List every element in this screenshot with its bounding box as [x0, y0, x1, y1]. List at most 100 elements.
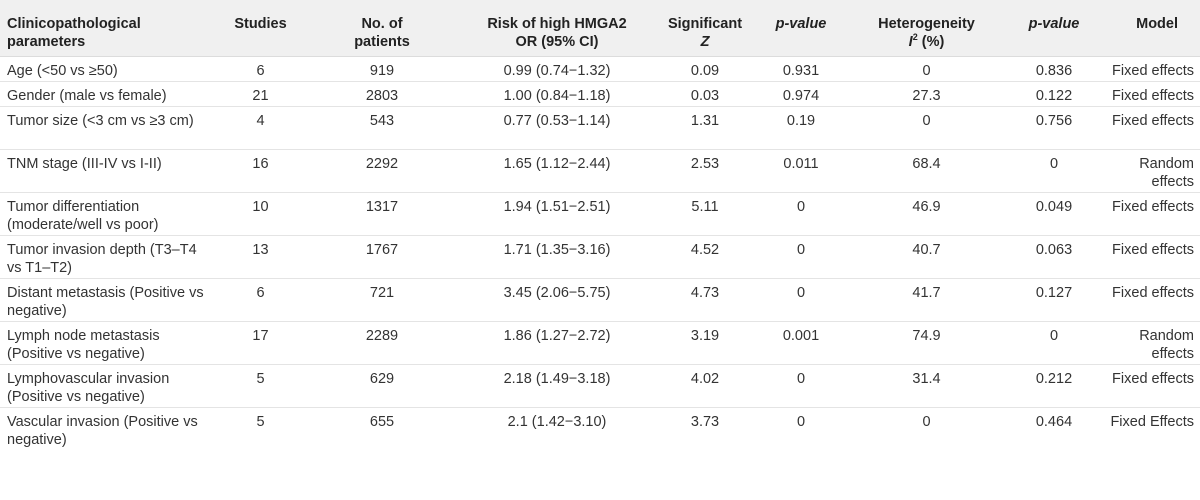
table-row: Tumor invasion depth (T3–T4 vs T1–T2) 13 1… — [0, 236, 1200, 279]
model-cell: Fixed effects — [1112, 113, 1194, 129]
model-cell: Random effects — [1139, 328, 1194, 362]
patients-cell: 655 — [369, 414, 395, 430]
p-value-cell: 0 — [796, 199, 806, 215]
parameter-cell: Lymph node metastasis (Positive vs negat… — [7, 328, 160, 362]
table-row: Distant metastasis (Positive vs negative… — [0, 279, 1200, 322]
heterogeneity-p-value-cell: 0.464 — [1035, 414, 1073, 430]
z-cell: 5.11 — [691, 199, 719, 215]
z-cell: 0.09 — [690, 63, 720, 79]
odds-ratio-cell: 0.77 (0.53−1.14) — [503, 113, 611, 129]
studies-cell: 17 — [252, 328, 269, 344]
p-value-cell: 0 — [796, 371, 806, 387]
heterogeneity-p-value-cell: 0 — [1049, 156, 1059, 172]
studies-cell: 10 — [252, 199, 269, 215]
p-value-cell: 0.19 — [786, 113, 816, 129]
heterogeneity-cell: 68.4 — [912, 156, 941, 172]
odds-ratio-cell: 1.65 (1.12−2.44) — [503, 156, 611, 172]
studies-cell: 5 — [256, 371, 265, 387]
patients-cell: 919 — [369, 63, 395, 79]
z-cell: 3.73 — [690, 414, 720, 430]
z-cell: 4.02 — [690, 371, 720, 387]
header-studies: Studies — [214, 0, 307, 57]
model-cell: Fixed effects — [1112, 63, 1194, 79]
heterogeneity-p-value-cell: 0.212 — [1035, 371, 1073, 387]
patients-cell: 629 — [369, 371, 395, 387]
z-cell: 4.73 — [690, 285, 720, 301]
parameter-cell: TNM stage (III-IV vs I-II) — [7, 156, 162, 172]
odds-ratio-cell: 1.00 (0.84−1.18) — [503, 88, 611, 104]
header-row: Clinicopathological parameters Studies N… — [0, 0, 1200, 57]
heterogeneity-p-value-cell: 0 — [1049, 328, 1059, 344]
heterogeneity-cell: 41.7 — [912, 285, 941, 301]
table-body: Age (<50 vs ≥50) 6 919 0.99 (0.74−1.32) 0.09… — [0, 57, 1200, 451]
z-cell: 0.03 — [690, 88, 720, 104]
model-cell: Fixed effects — [1112, 371, 1194, 387]
p-value-cell: 0 — [796, 242, 806, 258]
parameter-cell: Gender (male vs female) — [7, 88, 167, 104]
heterogeneity-p-value-cell: 0.122 — [1035, 88, 1073, 104]
table-row: Lymphovascular invasion (Positive vs neg… — [0, 365, 1200, 408]
model-cell: Fixed effects — [1112, 88, 1194, 104]
parameter-cell: Lymphovascular invasion (Positive vs neg… — [7, 371, 170, 405]
parameter-cell: Vascular invasion (Positive vs negative) — [7, 414, 198, 448]
model-cell: Fixed effects — [1112, 199, 1194, 215]
header-patients: No. of patients — [307, 0, 457, 57]
patients-cell: 2289 — [365, 328, 399, 344]
header-pvalue: p-value — [753, 0, 849, 57]
table-row: Lymph node metastasis (Positive vs negat… — [0, 322, 1200, 365]
studies-cell: 4 — [256, 113, 265, 129]
z-cell: 3.19 — [690, 328, 720, 344]
odds-ratio-cell: 1.94 (1.51−2.51) — [503, 199, 611, 215]
model-cell: Random effects — [1139, 156, 1194, 190]
heterogeneity-p-value-cell: 0.127 — [1035, 285, 1073, 301]
heterogeneity-cell: 74.9 — [912, 328, 941, 344]
heterogeneity-cell: 0 — [922, 414, 931, 430]
model-cell: Fixed Effects — [1110, 414, 1194, 430]
parameter-cell: Distant metastasis (Positive vs negative… — [7, 285, 204, 319]
heterogeneity-cell: 40.7 — [912, 242, 941, 258]
table-row: TNM stage (III-IV vs I-II) 16 2292 1.65 (1.… — [0, 150, 1200, 193]
header-pvalue-heterogeneity: p-value — [1004, 0, 1104, 57]
z-cell: 4.52 — [690, 242, 720, 258]
heterogeneity-p-value-cell: 0.756 — [1035, 113, 1073, 129]
heterogeneity-p-value-cell: 0.063 — [1035, 242, 1073, 258]
header-parameter: Clinicopathological parameters — [0, 0, 214, 57]
table-row: Tumor size (<3 cm vs ≥3 cm) 4 543 0.77 (0.5… — [0, 107, 1200, 150]
table-row: Vascular invasion (Positive vs negative)… — [0, 408, 1200, 451]
table-row: Tumor differentiation (moderate/well vs … — [0, 193, 1200, 236]
parameter-cell: Tumor differentiation (moderate/well vs … — [7, 199, 159, 233]
header-heterogeneity: Heterogeneity I2 (%) — [849, 0, 1004, 57]
studies-cell: 5 — [256, 414, 265, 430]
p-value-cell: 0.011 — [783, 156, 819, 172]
p-value-cell: 0 — [796, 285, 806, 301]
odds-ratio-cell: 0.99 (0.74−1.32) — [503, 63, 611, 79]
header-model: Model — [1104, 0, 1200, 57]
header-significant: Significant Z — [657, 0, 753, 57]
patients-cell: 721 — [369, 285, 395, 301]
odds-ratio-cell: 2.18 (1.49−3.18) — [503, 371, 611, 387]
p-value-cell: 0.974 — [782, 88, 820, 104]
heterogeneity-cell: 31.4 — [912, 371, 941, 387]
parameter-cell: Tumor size (<3 cm vs ≥3 cm) — [7, 113, 194, 129]
parameter-cell: Tumor invasion depth (T3–T4 vs T1–T2) — [7, 242, 197, 276]
patients-cell: 1767 — [365, 242, 399, 258]
heterogeneity-cell: 0 — [922, 63, 931, 79]
z-cell: 2.53 — [690, 156, 720, 172]
patients-cell: 543 — [369, 113, 395, 129]
p-value-cell: 0.001 — [782, 328, 820, 344]
studies-cell: 21 — [252, 88, 269, 104]
patients-cell: 1317 — [365, 199, 399, 215]
odds-ratio-cell: 1.86 (1.27−2.72) — [503, 328, 611, 344]
patients-cell: 2803 — [365, 88, 399, 104]
odds-ratio-cell: 2.1 (1.42−3.10) — [507, 414, 607, 430]
table-row: Age (<50 vs ≥50) 6 919 0.99 (0.74−1.32) 0.09… — [0, 57, 1200, 82]
heterogeneity-p-value-cell: 0.049 — [1035, 199, 1073, 215]
studies-cell: 16 — [252, 156, 269, 172]
model-cell: Fixed effects — [1112, 242, 1194, 258]
z-cell: 1.31 — [690, 113, 720, 129]
parameter-cell: Age (<50 vs ≥50) — [7, 63, 118, 79]
studies-cell: 13 — [252, 242, 269, 258]
heterogeneity-cell: 0 — [922, 113, 931, 129]
p-value-cell: 0.931 — [782, 63, 820, 79]
meta-analysis-table: Clinicopathological parameters Studies N… — [0, 0, 1200, 451]
